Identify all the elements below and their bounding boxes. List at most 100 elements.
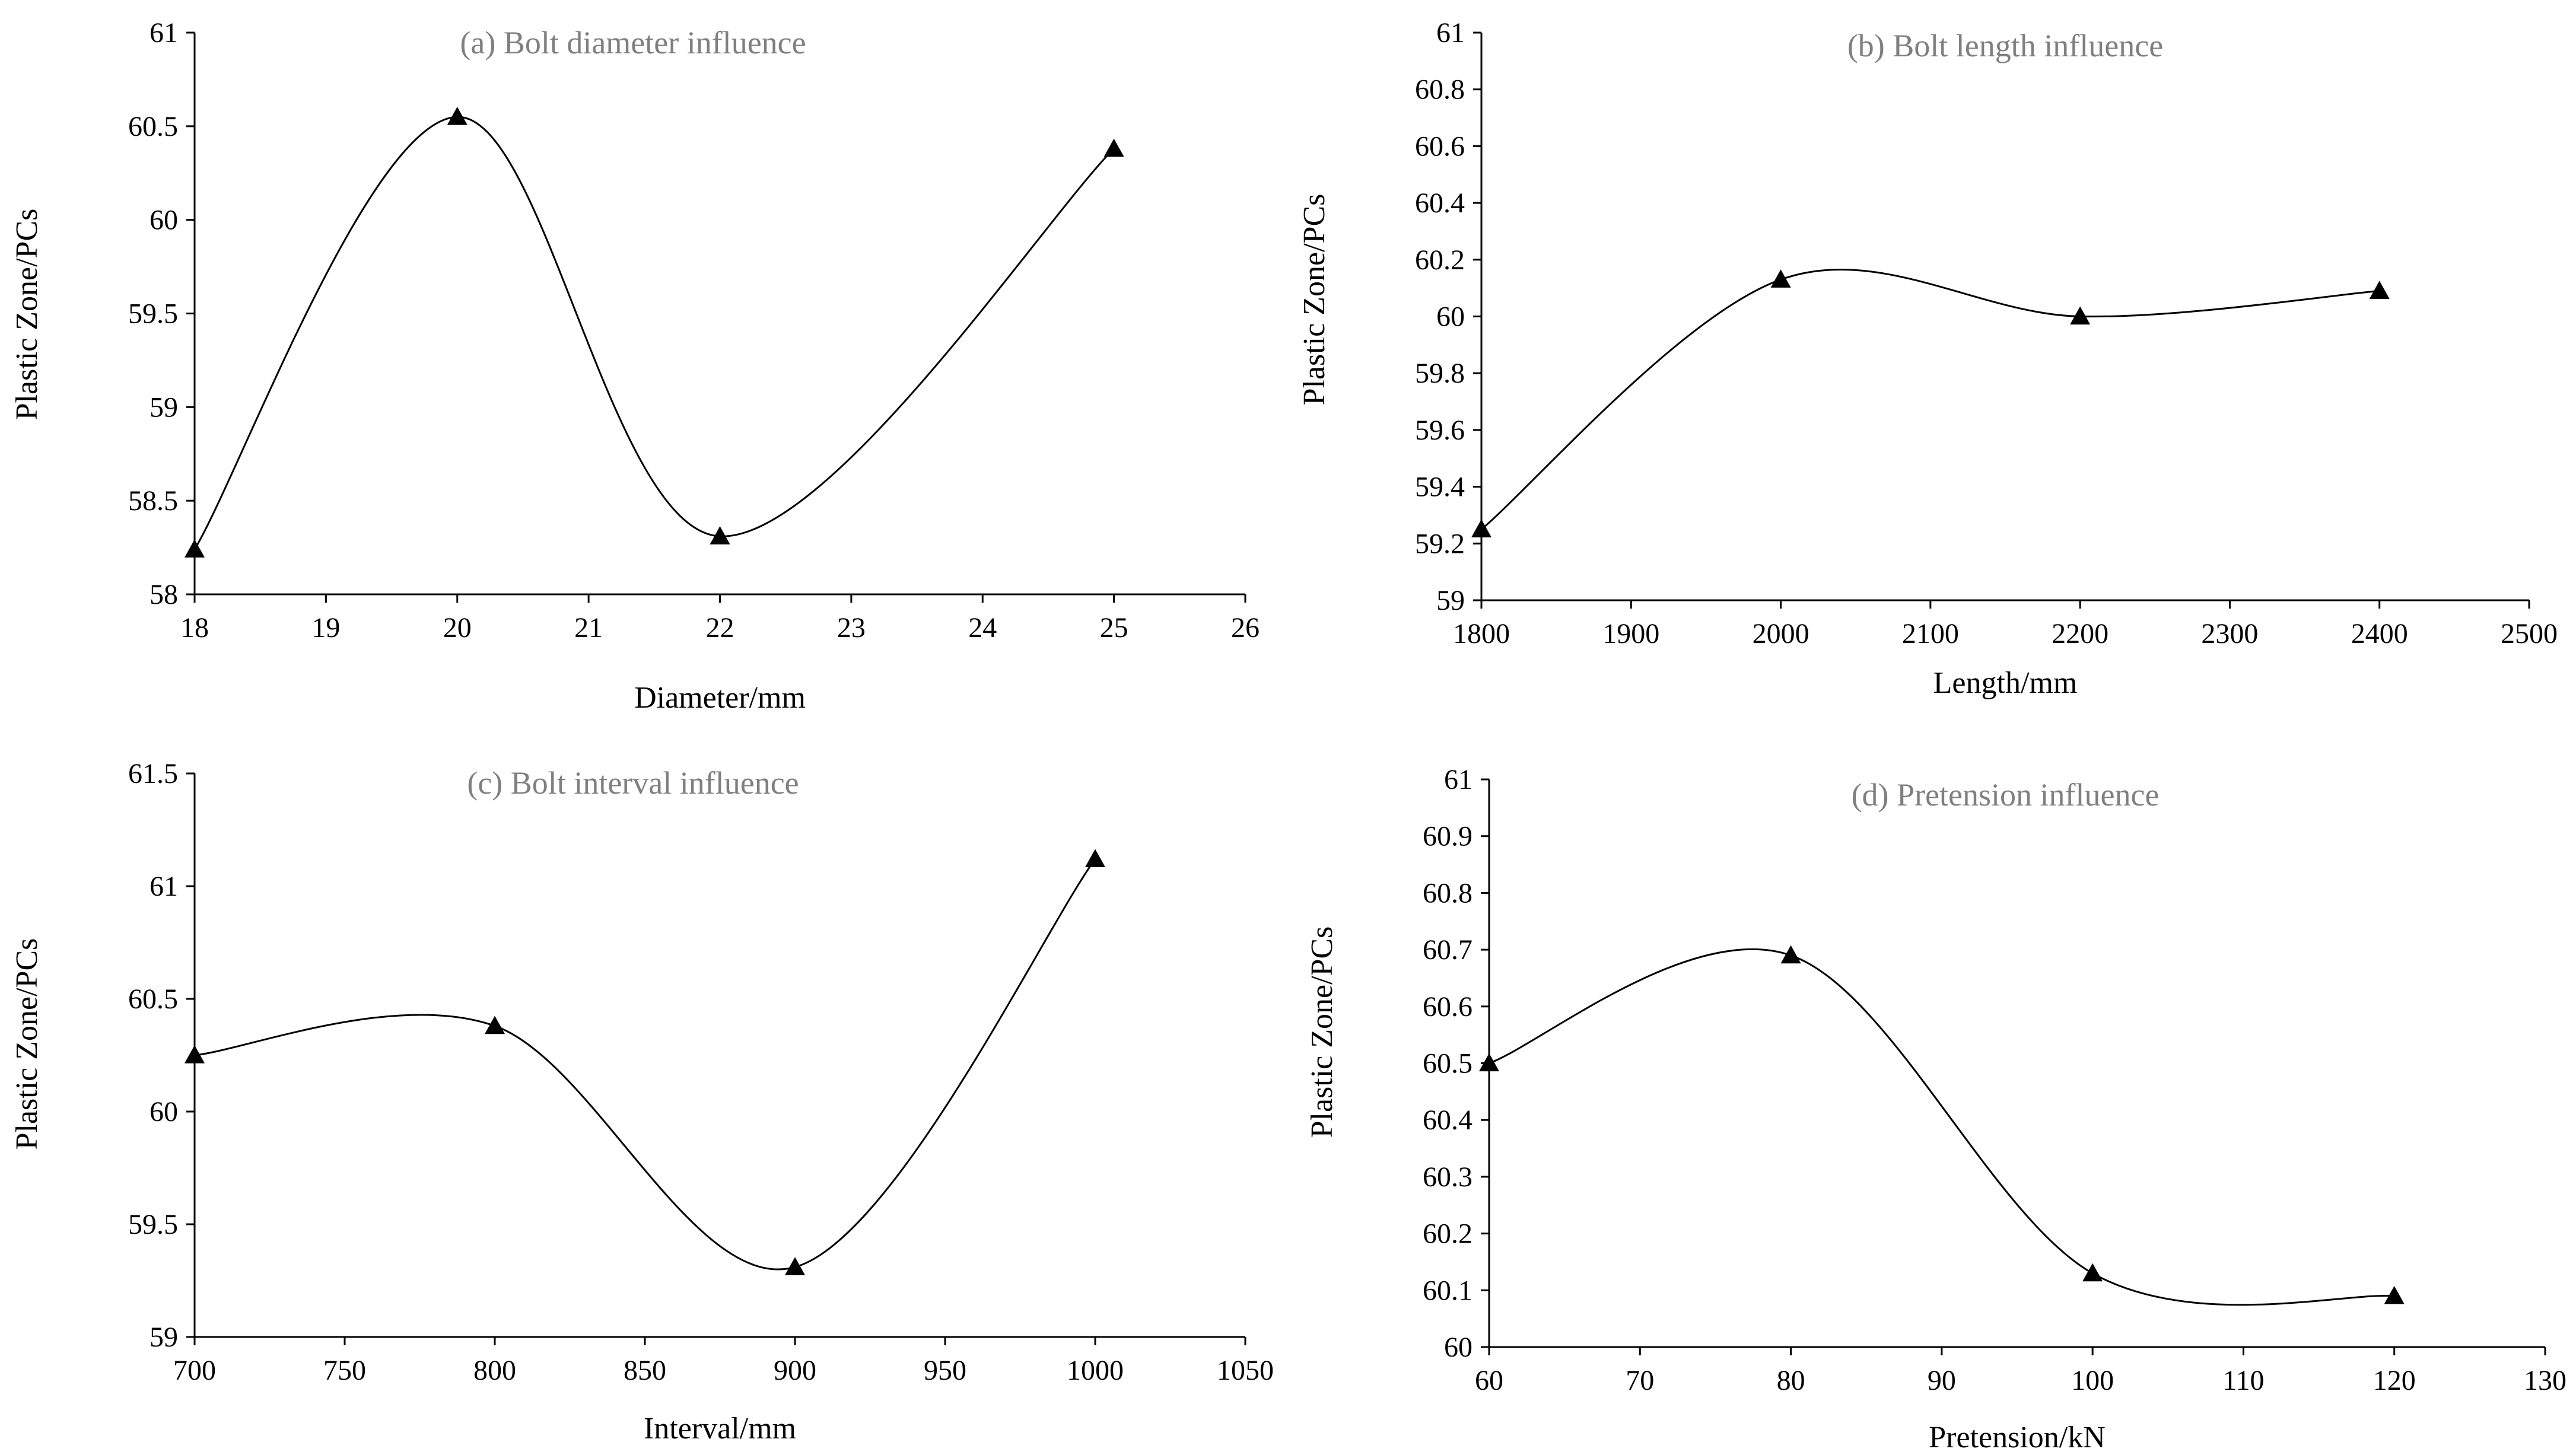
chart-a-x-tick-label: 24 xyxy=(968,612,997,644)
chart-d-y-tick-label: 60 xyxy=(1444,1332,1473,1363)
chart-a-y-tick-label: 60 xyxy=(150,205,178,236)
chart-b-data-point xyxy=(2070,306,2091,325)
chart-a-x-tick-label: 19 xyxy=(311,612,340,644)
chart-c: 59 59.5 60 60.5 61 61.5 700 750 800 850 900 950 1000… xyxy=(10,758,1274,1446)
chart-b-x-axis-label: Length/mm xyxy=(1933,666,2078,700)
chart-a-x-tick-label: 20 xyxy=(443,612,472,644)
chart-d-y-tick-label: 61 xyxy=(1444,764,1473,795)
chart-a-x-tick-label: 23 xyxy=(837,612,866,644)
chart-d-data-point xyxy=(2384,1285,2405,1304)
chart-d-x-tick-label: 60 xyxy=(1475,1365,1503,1396)
chart-b-y-tick-label: 59.8 xyxy=(1415,358,1465,389)
chart-d-x-tick-label: 70 xyxy=(1626,1365,1654,1396)
chart-a-title: (a) Bolt diameter influence xyxy=(460,25,806,61)
chart-b-x-tick-label: 2000 xyxy=(1753,618,1809,650)
chart-b-x-tick-label: 2400 xyxy=(2351,618,2408,650)
chart-b-y-tick-label: 60.6 xyxy=(1415,130,1465,162)
chart-a-y-tick-label: 59 xyxy=(150,391,178,423)
chart-a-y-axis-label: Plastic Zone/PCs xyxy=(10,209,44,421)
chart-d-x-tick-label: 80 xyxy=(1777,1365,1805,1396)
chart-c-x-axis-label: Interval/mm xyxy=(644,1412,796,1446)
chart-c-data-point xyxy=(185,1045,205,1064)
chart-b-title: (b) Bolt length influence xyxy=(1847,28,2163,63)
chart-b-y-tick-label: 60.8 xyxy=(1415,74,1465,106)
chart-b-x-tick-label: 2200 xyxy=(2052,618,2108,650)
chart-c-x-tick-label: 900 xyxy=(774,1355,816,1386)
chart-b-y-tick-label: 60.4 xyxy=(1415,187,1465,219)
chart-b-data-point xyxy=(2369,281,2390,300)
chart-d-x-tick-label: 130 xyxy=(2524,1365,2567,1396)
chart-a-x-tick-label: 26 xyxy=(1231,612,1260,644)
chart-b-data-point xyxy=(1471,519,1491,537)
chart-b-data-point xyxy=(1770,269,1791,288)
chart-a-y-tick-label: 60.5 xyxy=(128,111,178,142)
chart-c-data-point xyxy=(485,1015,505,1034)
chart-d-data-point xyxy=(2082,1263,2103,1282)
chart-c-x-tick-label: 750 xyxy=(323,1355,366,1386)
chart-d-y-tick-label: 60.2 xyxy=(1423,1218,1473,1250)
chart-d-y-tick-label: 60.3 xyxy=(1423,1161,1473,1193)
chart-c-x-tick-label: 700 xyxy=(173,1355,216,1386)
chart-a-data-point xyxy=(710,526,730,545)
chart-d-x-tick-label: 120 xyxy=(2373,1365,2416,1396)
chart-b-y-tick-label: 59.4 xyxy=(1415,472,1465,503)
chart-c-y-tick-label: 60.5 xyxy=(128,983,178,1015)
chart-d-title: (d) Pretension influence xyxy=(1852,777,2160,813)
chart-c-y-tick-label: 61.5 xyxy=(128,758,178,789)
chart-b-y-axis-label: Plastic Zone/PCs xyxy=(1297,194,1331,406)
chart-d-data-point xyxy=(1780,945,1801,964)
chart-a-x-tick-label: 25 xyxy=(1100,612,1128,644)
chart-b-x-tick-label: 2500 xyxy=(2501,618,2558,650)
chart-b-y-tick-label: 60.2 xyxy=(1415,244,1465,276)
chart-b-y-tick-label: 60 xyxy=(1436,301,1465,333)
chart-d: 60 60.1 60.2 60.3 60.4 60.5 60.6 60.7 60.8 60.9 61… xyxy=(1305,764,2567,1454)
chart-d-y-tick-label: 60.9 xyxy=(1423,821,1473,852)
chart-a-y-tick-label: 61 xyxy=(150,17,178,49)
chart-c-series-line xyxy=(194,858,1096,1271)
chart-c-x-tick-label: 1000 xyxy=(1067,1355,1124,1386)
chart-a-y-tick-label: 59.5 xyxy=(128,298,178,330)
chart-b-series-line xyxy=(1481,269,2380,530)
chart-a-series-line xyxy=(193,116,1115,550)
chart-a-data-point xyxy=(185,539,205,558)
chart-a: 58 58.5 59 59.5 60 60.5 61 18 19 20 21 22 23 24 25 26 (a… xyxy=(10,17,1260,715)
chart-c-y-tick-label: 59.5 xyxy=(128,1209,178,1240)
chart-a-x-tick-label: 18 xyxy=(180,612,209,644)
chart-c-y-tick-label: 59 xyxy=(150,1322,178,1353)
chart-d-x-axis-label: Pretension/kN xyxy=(1929,1421,2106,1454)
chart-d-data-point xyxy=(1479,1053,1499,1072)
chart-a-data-point xyxy=(447,107,468,125)
chart-c-x-tick-label: 800 xyxy=(473,1355,516,1386)
chart-b-y-tick-label: 59.6 xyxy=(1415,415,1465,446)
chart-c-x-tick-label: 850 xyxy=(624,1355,666,1386)
chart-d-y-tick-label: 60.5 xyxy=(1423,1048,1473,1080)
chart-c-y-tick-label: 61 xyxy=(150,871,178,902)
chart-d-y-tick-label: 60.8 xyxy=(1423,877,1473,909)
chart-a-x-tick-label: 21 xyxy=(574,612,603,644)
chart-d-y-tick-label: 60.7 xyxy=(1423,934,1473,966)
chart-a-x-tick-label: 22 xyxy=(706,612,734,644)
chart-a-data-point xyxy=(1103,138,1124,157)
chart-c-data-point xyxy=(1085,849,1105,867)
chart-b-x-tick-label: 1800 xyxy=(1453,618,1510,650)
chart-c-y-axis-label: Plastic Zone/PCs xyxy=(10,938,44,1150)
chart-b-x-tick-label: 2300 xyxy=(2201,618,2258,650)
chart-d-y-tick-label: 60.1 xyxy=(1423,1275,1473,1306)
chart-c-x-tick-label: 1050 xyxy=(1217,1355,1274,1386)
chart-b-y-tick-label: 61 xyxy=(1436,17,1465,49)
chart-d-series-line xyxy=(1489,948,2394,1306)
chart-c-data-point xyxy=(785,1257,805,1275)
chart-d-x-tick-label: 110 xyxy=(2222,1365,2264,1396)
chart-b-x-tick-label: 1900 xyxy=(1602,618,1659,650)
chart-d-y-tick-label: 60.4 xyxy=(1423,1104,1473,1136)
chart-d-y-tick-label: 60.6 xyxy=(1423,991,1473,1023)
chart-a-y-tick-label: 58.5 xyxy=(128,485,178,517)
chart-b: 59 59.2 59.4 59.6 59.8 60 60.2 60.4 60.6 60.8 61 18… xyxy=(1297,17,2558,700)
chart-b-y-tick-label: 59.2 xyxy=(1415,528,1465,559)
chart-c-title: (c) Bolt interval influence xyxy=(467,765,799,801)
chart-d-x-tick-label: 90 xyxy=(1928,1365,1956,1396)
chart-a-x-axis-label: Diameter/mm xyxy=(634,681,806,715)
chart-c-x-tick-label: 950 xyxy=(924,1355,966,1386)
chart-b-y-tick-label: 59 xyxy=(1436,585,1465,616)
